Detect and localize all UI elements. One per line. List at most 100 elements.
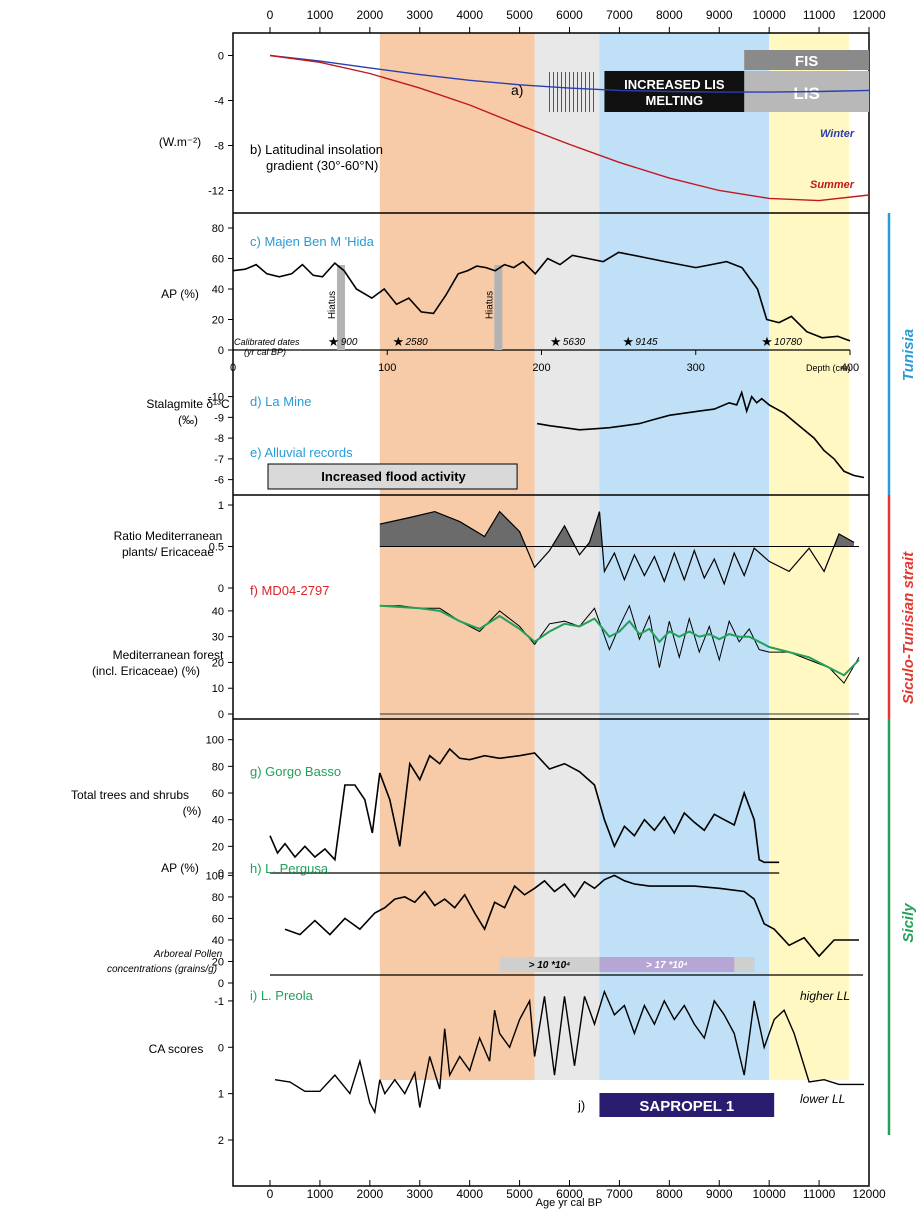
majen-ap-line (232, 251, 851, 342)
bottom-age-tick-label: 9000 (706, 1187, 733, 1201)
preola-axis-tick-label: 1 (218, 1089, 224, 1101)
lamine-axis-tick-label: -10 (208, 392, 224, 404)
flood-box (267, 463, 518, 490)
ratio-line (379, 510, 855, 586)
concentration-label-line1: Arboreal Pollen (153, 949, 223, 960)
gorgo-axis-tick-label: 60 (212, 788, 224, 800)
depth-tick-label: 300 (687, 362, 705, 374)
pergusa-axis-tick-label: 20 (212, 956, 224, 968)
top-age-tick-label: 11000 (803, 8, 836, 22)
forest-raw-line (379, 604, 860, 684)
bottom-age-tick-label: 12000 (852, 1187, 886, 1201)
bottom-age-tick-label: 4000 (456, 1187, 483, 1201)
insolation-axis-tick-label: -4 (214, 96, 224, 108)
label-d: d) La Mine (250, 394, 311, 409)
band-yellow (769, 33, 850, 1080)
higher-ll-label: higher LL (800, 989, 850, 1003)
pergusa-axis-tick-label: 100 (206, 870, 224, 882)
top-age-tick-label: 1000 (307, 8, 334, 22)
top-age-tick-label: 2000 (356, 8, 383, 22)
insolation-axis-tick-label: 0 (218, 51, 224, 63)
hiatus-label: Hiatus (484, 291, 495, 319)
ylabel-c: AP (%) (161, 287, 199, 301)
date-label: 5630 (563, 337, 586, 348)
bottom-age-tick-label: 7000 (606, 1187, 633, 1201)
bottom-age-tick-label: 11000 (803, 1187, 836, 1201)
label-h: h) L. Pergusa (250, 861, 329, 876)
forest-axis-tick-label: 40 (212, 606, 224, 618)
annotation-a: a) (511, 82, 523, 98)
fis-box (744, 50, 869, 70)
axes: 0010001000200020003000300040004000500050… (206, 8, 891, 1201)
label-e: e) Alluvial records (250, 445, 353, 460)
x-axis-title: Age yr cal BP (536, 1197, 603, 1209)
gorgo-axis-tick-label: 0 (218, 868, 224, 880)
period-bands (379, 33, 850, 1080)
concentration-box-tail (734, 957, 755, 972)
ylabel-g-line2: (%) (183, 804, 202, 818)
bottom-age-tick-label: 2000 (356, 1187, 383, 1201)
lamine-axis-tick-label: -9 (214, 412, 224, 424)
forest-axis-tick-label: 30 (212, 632, 224, 644)
concentration-box-1 (499, 957, 600, 972)
ylabel-ratio-line1: Ratio Mediterranean (114, 529, 223, 543)
gorgo-axis-tick-label: 40 (212, 815, 224, 827)
lamine-axis-tick-label: -8 (214, 433, 224, 445)
summer-series-label: Summer (810, 179, 855, 191)
lamine-axis-tick-label: -7 (214, 454, 224, 466)
bottom-age-tick-label: 0 (267, 1187, 274, 1201)
band-blue (599, 33, 770, 1080)
top-age-tick-label: 6000 (556, 8, 583, 22)
pergusa-line (284, 874, 859, 958)
ylabel-ratio-line2: plants/ Ericaceae (122, 545, 214, 559)
label-b-line2: gradient (30°-60°N) (266, 158, 378, 173)
bottom-age-tick-label: 5000 (506, 1187, 533, 1201)
band-grey (534, 33, 600, 1080)
forest-axis-tick-label: 20 (212, 657, 224, 669)
lamine-line (536, 389, 865, 479)
date-label: 9145 (635, 337, 658, 348)
top-age-tick-label: 7000 (606, 8, 633, 22)
preola-axis-tick-label: 2 (218, 1135, 224, 1147)
depth-tick-label: 400 (841, 362, 859, 374)
bottom-age-tick-label: 6000 (556, 1187, 583, 1201)
fis-label: FIS (795, 53, 818, 70)
pergusa-axis-tick-label: 60 (212, 913, 224, 925)
hiatus-bar (494, 265, 503, 350)
majen-axis-tick-label: 0 (218, 345, 224, 357)
bottom-age-tick-label: 1000 (307, 1187, 334, 1201)
date-star: ★ (393, 334, 405, 349)
top-age-tick-label: 8000 (656, 8, 683, 22)
depth-tick-label: 100 (378, 362, 396, 374)
ylabel-forest-line1: Mediterranean forest (113, 648, 224, 662)
hiatus-bar (336, 265, 345, 350)
top-age-tick-label: 4000 (456, 8, 483, 22)
flood-label: Increased flood activity (321, 469, 466, 484)
winter-line (269, 54, 870, 93)
ylabel-h: AP (%) (161, 861, 199, 875)
region-tunisia: Tunisia (900, 329, 917, 381)
region-strait: Siculo-Tunisian strait (900, 551, 917, 704)
ylabel-forest-line2: (incl. Ericaceae) (%) (92, 664, 200, 678)
concentration-box-2 (599, 957, 755, 972)
lis-melting-label-2: MELTING (646, 93, 704, 108)
insolation-axis-tick-label: -12 (208, 186, 224, 198)
top-age-tick-label: 0 (267, 8, 274, 22)
sapropel-box (599, 1093, 775, 1117)
forest-axis-tick-label: 10 (212, 683, 224, 695)
ylabel-d-line1: Stalagmite δ¹³C (146, 397, 230, 411)
pergusa-axis-tick-label: 0 (218, 978, 224, 990)
top-age-tick-label: 9000 (706, 8, 733, 22)
ratio-axis-tick-label: 0.5 (209, 542, 224, 554)
date-label: 900 (341, 337, 358, 348)
top-age-tick-label: 10000 (752, 8, 786, 22)
labels: a) (W.m⁻²) b) Latitudinal insolation gra… (71, 82, 917, 1209)
date-star: ★ (622, 334, 634, 349)
lis-label: LIS (793, 84, 819, 103)
majen-axis-tick-label: 80 (212, 223, 224, 235)
top-age-tick-label: 5000 (506, 8, 533, 22)
depth-tick-label: 200 (532, 362, 550, 374)
insolation-axis-tick-label: -8 (214, 141, 224, 153)
majen-axis-tick-label: 60 (212, 254, 224, 266)
label-b-line1: b) Latitudinal insolation (250, 142, 383, 157)
